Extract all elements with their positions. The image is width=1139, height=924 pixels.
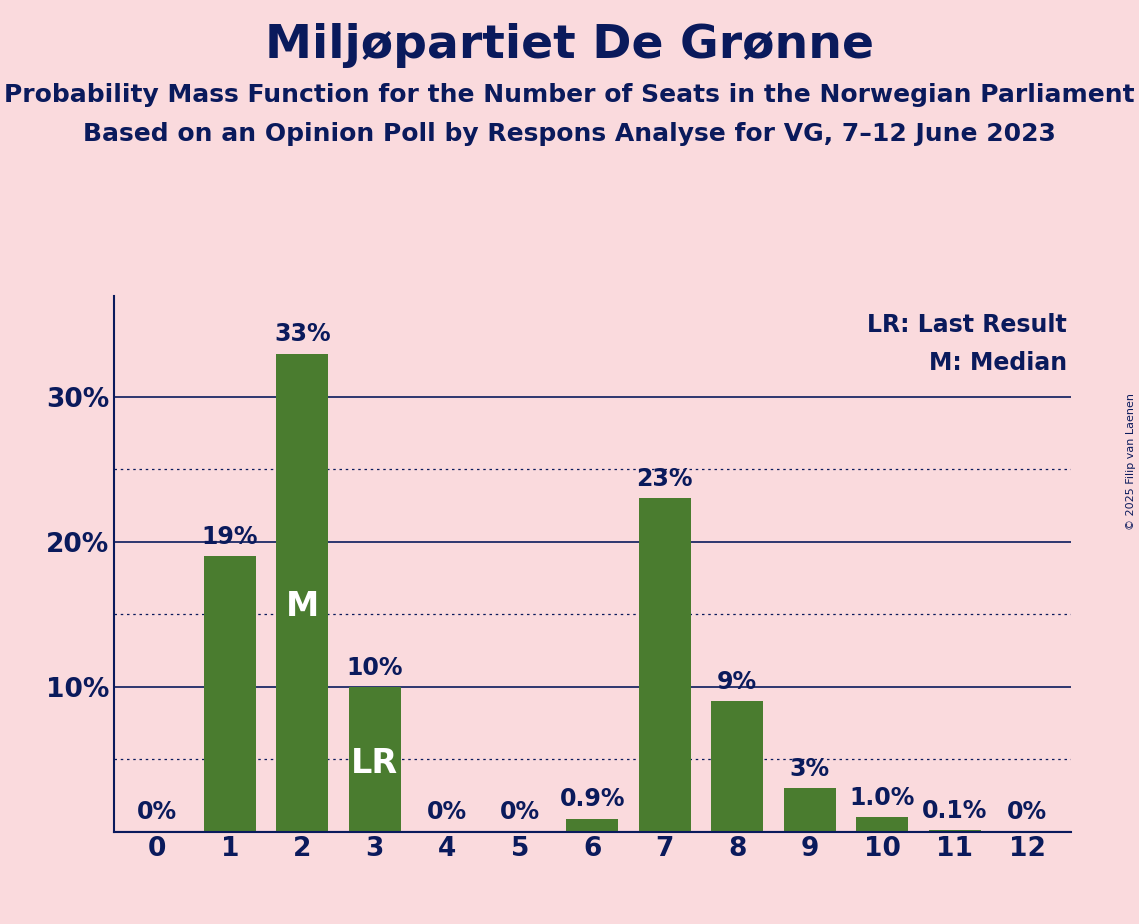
Bar bbox=[711, 701, 763, 832]
Text: 0%: 0% bbox=[138, 800, 178, 824]
Text: LR: LR bbox=[351, 747, 399, 780]
Text: 0.9%: 0.9% bbox=[559, 787, 625, 811]
Bar bbox=[639, 498, 691, 832]
Text: 0%: 0% bbox=[427, 800, 467, 824]
Text: 1.0%: 1.0% bbox=[850, 786, 915, 809]
Text: 10%: 10% bbox=[346, 655, 403, 679]
Text: M: M bbox=[286, 590, 319, 624]
Text: Probability Mass Function for the Number of Seats in the Norwegian Parliament: Probability Mass Function for the Number… bbox=[5, 83, 1134, 107]
Text: 23%: 23% bbox=[637, 468, 693, 492]
Text: © 2025 Filip van Laenen: © 2025 Filip van Laenen bbox=[1126, 394, 1136, 530]
Text: M: Median: M: Median bbox=[929, 351, 1067, 375]
Bar bbox=[277, 354, 328, 832]
Text: LR: Last Result: LR: Last Result bbox=[867, 313, 1067, 337]
Bar bbox=[566, 819, 618, 832]
Text: 0%: 0% bbox=[500, 800, 540, 824]
Bar bbox=[928, 830, 981, 832]
Text: Miljøpartiet De Grønne: Miljøpartiet De Grønne bbox=[265, 23, 874, 68]
Text: Based on an Opinion Poll by Respons Analyse for VG, 7–12 June 2023: Based on an Opinion Poll by Respons Anal… bbox=[83, 122, 1056, 146]
Text: 19%: 19% bbox=[202, 525, 259, 549]
Text: 33%: 33% bbox=[274, 322, 330, 346]
Bar bbox=[857, 817, 908, 832]
Bar bbox=[784, 788, 836, 832]
Bar bbox=[204, 556, 256, 832]
Text: 0.1%: 0.1% bbox=[921, 799, 988, 823]
Text: 3%: 3% bbox=[789, 757, 830, 781]
Bar bbox=[349, 687, 401, 832]
Text: 9%: 9% bbox=[718, 670, 757, 694]
Text: 0%: 0% bbox=[1007, 800, 1047, 824]
